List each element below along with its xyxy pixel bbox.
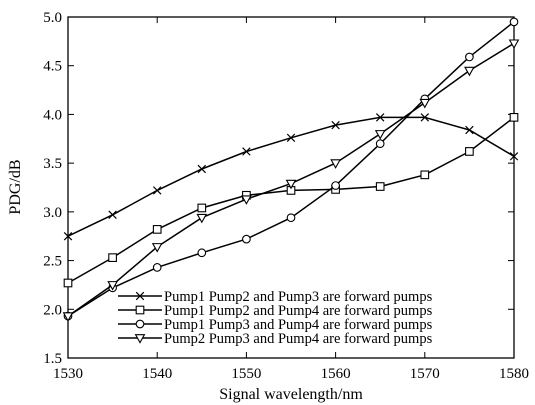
legend-label: Pump1 Pump3 and Pump4 are forward pumps xyxy=(164,317,433,333)
x-tick-label: 1580 xyxy=(499,366,529,382)
data-point xyxy=(331,181,340,190)
y-tick-label: 2.5 xyxy=(43,254,62,270)
legend-label: Pump1 Pump2 and Pump3 are forward pumps xyxy=(164,289,433,305)
legend-item: Pump2 Pump3 and Pump4 are forward pumps xyxy=(118,331,433,347)
data-point xyxy=(197,203,207,213)
data-point xyxy=(509,17,519,27)
series-4 xyxy=(62,39,520,322)
y-tick-label: 4.5 xyxy=(43,59,62,75)
y-tick-label: 2.0 xyxy=(43,302,62,318)
axis-ticks: 1530 1540 1550 1560 1570 1580 1.5 2.0 2.5 3.0 3.5 4… xyxy=(43,10,529,382)
y-tick-label: 3.5 xyxy=(43,156,62,172)
legend-marker xyxy=(135,319,145,329)
data-point xyxy=(286,213,296,223)
data-point xyxy=(331,120,340,130)
data-point xyxy=(242,234,251,244)
data-point xyxy=(375,139,385,149)
legend-label: Pump1 Pump2 and Pump4 are forward pumps xyxy=(164,303,433,319)
legend-marker xyxy=(135,291,145,301)
x-axis-label: Signal wavelength/nm xyxy=(219,386,363,403)
data-point xyxy=(464,66,475,77)
data-point xyxy=(420,113,430,122)
series-3 xyxy=(63,17,519,321)
data-point xyxy=(509,152,519,161)
data-point xyxy=(152,263,162,272)
data-point xyxy=(108,253,117,262)
series-2 xyxy=(63,113,519,288)
data-point xyxy=(375,113,385,122)
series-line xyxy=(67,21,515,317)
x-tick-label: 1550 xyxy=(231,366,261,382)
data-point xyxy=(465,125,474,135)
data-point xyxy=(241,195,252,205)
legend-item: Pump1 Pump3 and Pump4 are forward pumps xyxy=(118,317,433,333)
y-tick-label: 3.0 xyxy=(43,205,62,221)
x-tick-label: 1530 xyxy=(53,366,83,382)
data-point xyxy=(152,225,162,234)
legend: Pump1 Pump2 and Pump3 are forward pumpsP… xyxy=(118,289,433,347)
x-tick-label: 1560 xyxy=(321,366,351,382)
legend-label: Pump2 Pump3 and Pump4 are forward pumps xyxy=(164,331,433,347)
data-point xyxy=(286,133,296,143)
data-point xyxy=(465,52,474,62)
legend-item: Pump1 Pump2 and Pump3 are forward pumps xyxy=(118,289,433,305)
data-point xyxy=(420,170,430,180)
y-axis-label: PDG/dB xyxy=(7,159,24,214)
data-point xyxy=(107,281,118,291)
data-point xyxy=(152,186,162,195)
data-point xyxy=(509,113,519,122)
series-layer xyxy=(62,17,520,322)
data-point xyxy=(419,98,431,109)
series-line xyxy=(67,42,515,317)
data-point xyxy=(508,39,520,50)
x-tick-label: 1540 xyxy=(142,366,172,382)
data-point xyxy=(196,213,208,224)
legend-marker xyxy=(134,334,146,344)
data-point xyxy=(375,182,385,191)
data-point xyxy=(330,159,341,169)
legend-marker xyxy=(135,305,145,315)
y-tick-label: 5.0 xyxy=(43,10,62,26)
legend-item: Pump1 Pump2 and Pump4 are forward pumps xyxy=(118,303,433,319)
data-point xyxy=(374,130,386,140)
data-point xyxy=(63,231,73,241)
data-point xyxy=(108,210,117,220)
data-point xyxy=(285,179,297,190)
data-point xyxy=(242,147,251,156)
data-point xyxy=(151,243,163,253)
series-line xyxy=(67,116,515,284)
plot-frame xyxy=(67,16,515,359)
data-point xyxy=(197,248,207,258)
data-point xyxy=(62,312,74,322)
y-tick-label: 1.5 xyxy=(43,351,62,367)
data-point xyxy=(197,164,207,174)
data-point xyxy=(63,278,73,288)
data-point xyxy=(465,147,474,156)
y-tick-label: 4.0 xyxy=(43,107,62,123)
series-1 xyxy=(63,113,519,241)
x-tick-label: 1570 xyxy=(410,366,440,382)
